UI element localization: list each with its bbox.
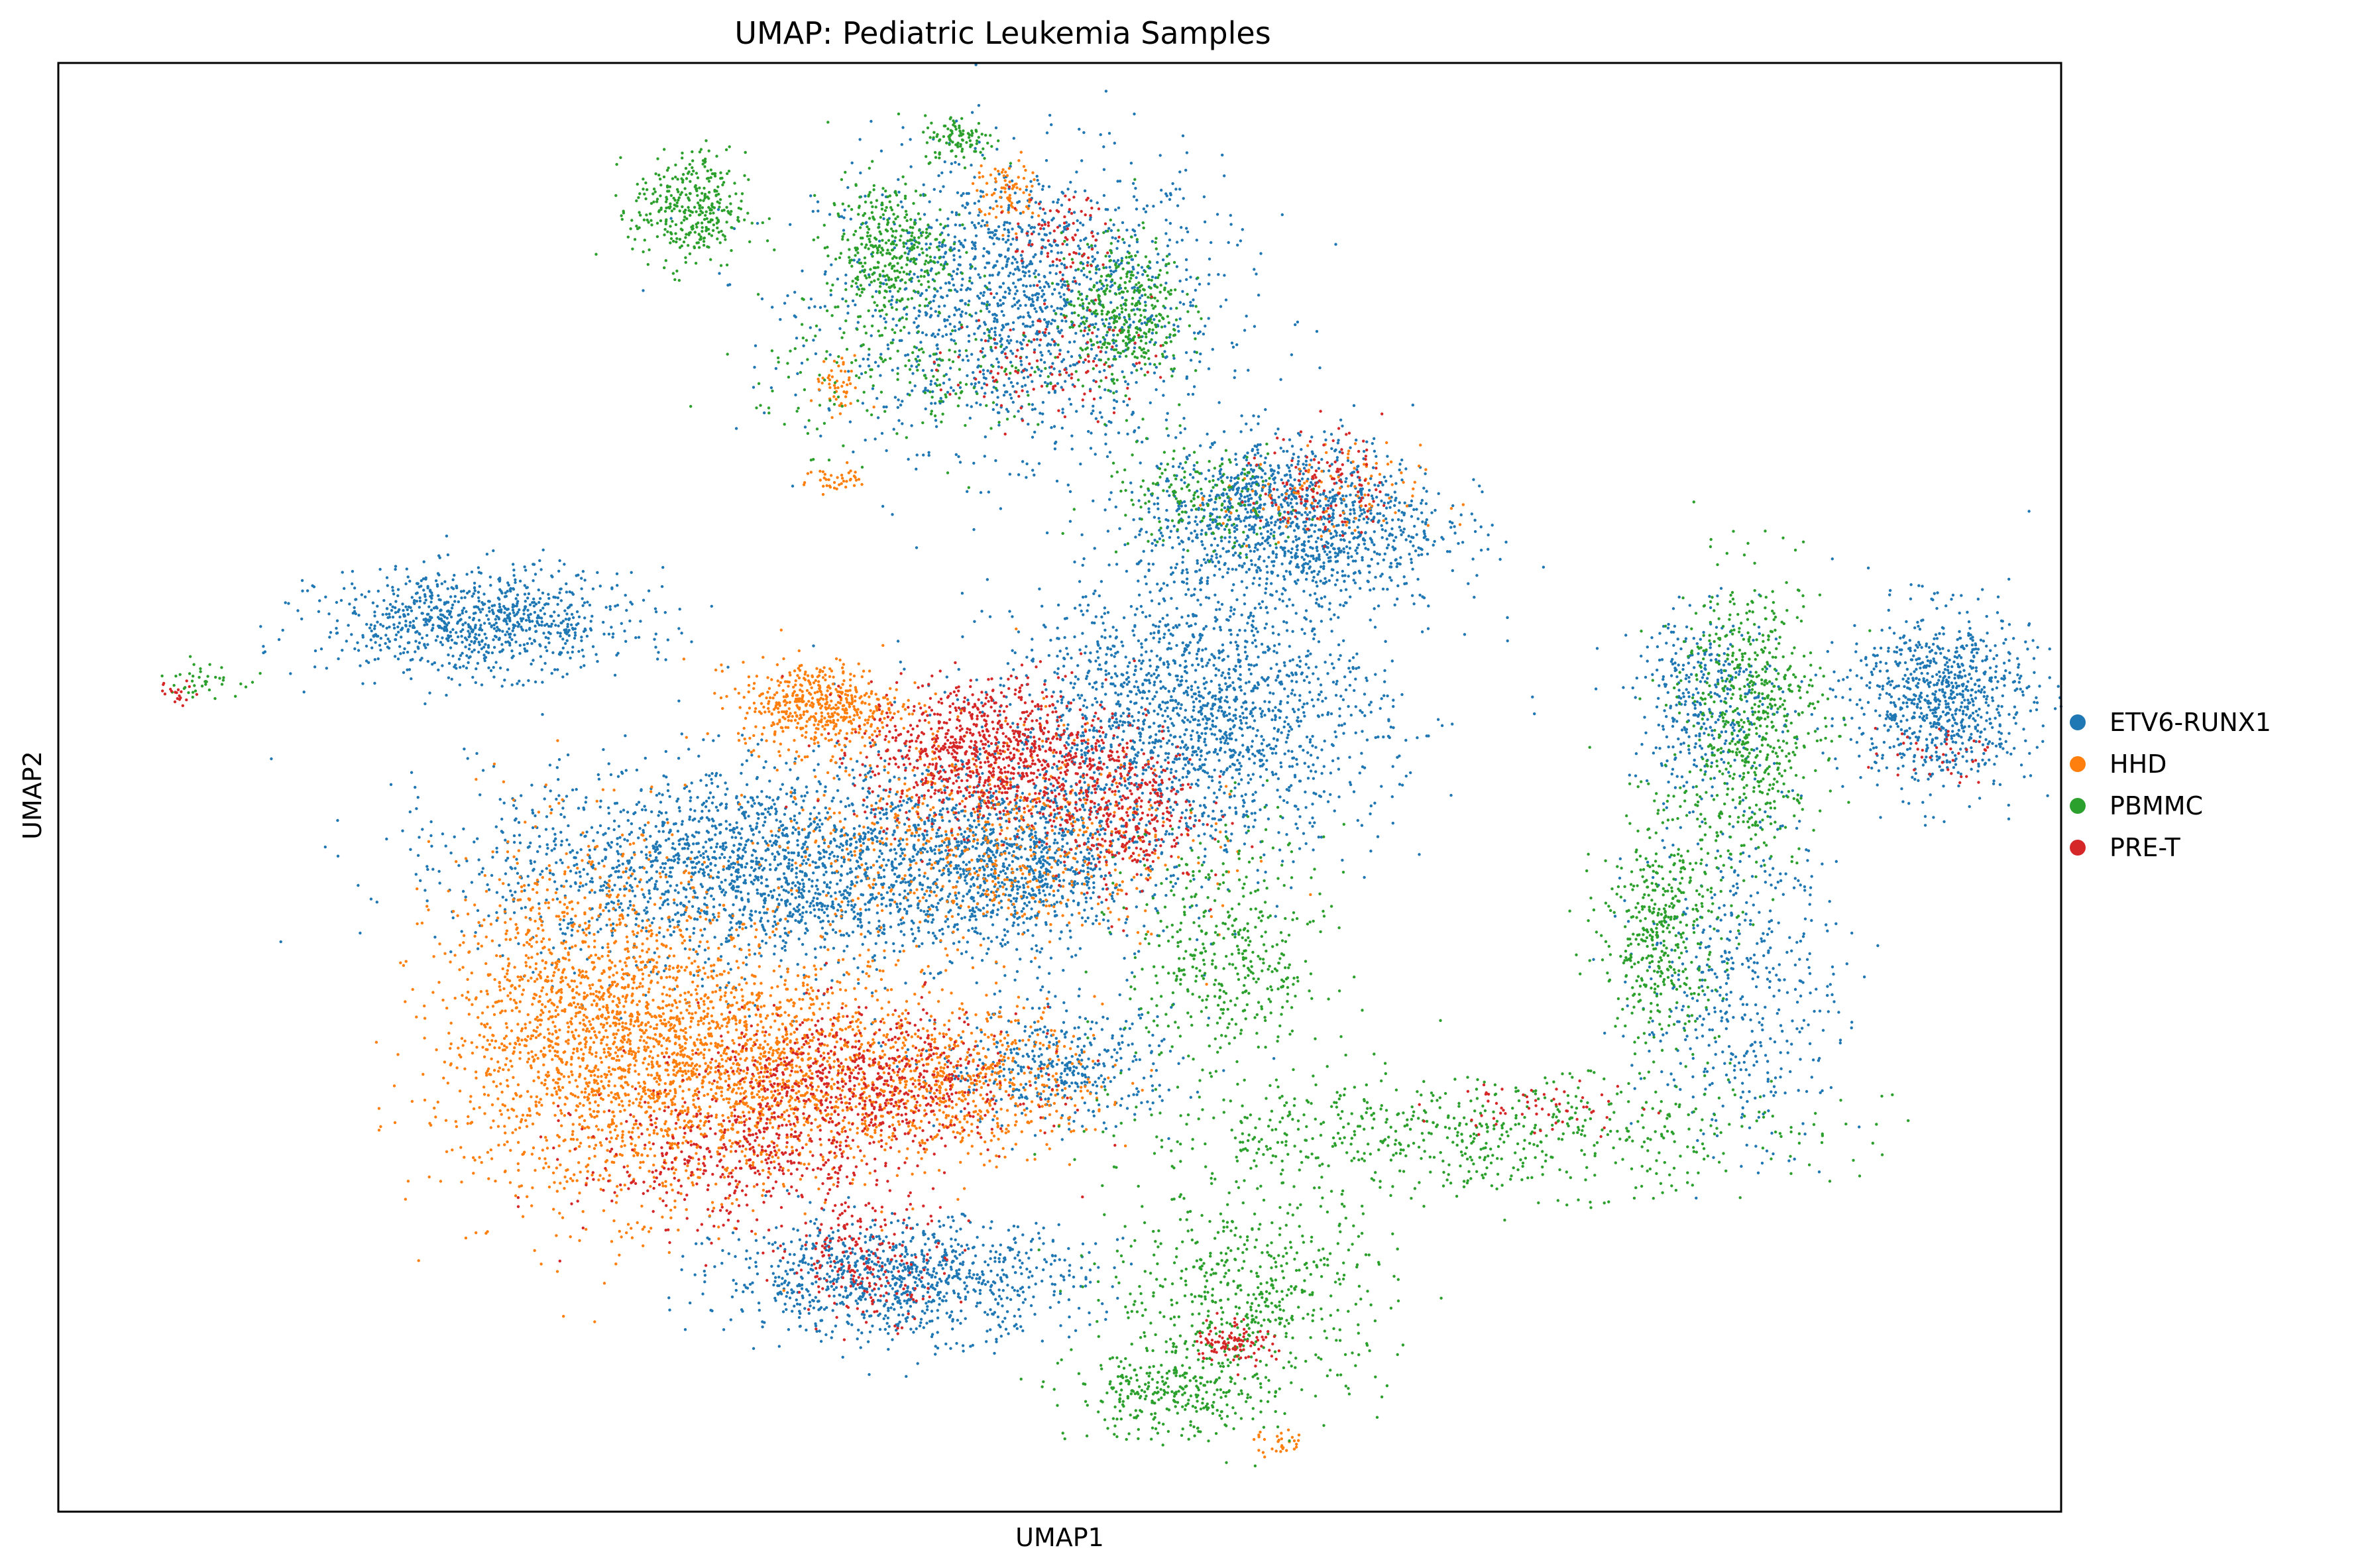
scatter-points <box>160 63 2063 1468</box>
points-path <box>1253 1428 1301 1459</box>
points-path <box>781 652 1170 864</box>
point-cluster <box>642 63 1337 595</box>
legend-marker <box>2070 798 2086 814</box>
legend: ETV6-RUNX1 HHD PBMMC PRE-T <box>2070 708 2271 862</box>
points-path <box>594 139 776 282</box>
legend-label: PRE-T <box>2110 833 2181 862</box>
point-cluster <box>877 971 1276 1151</box>
point-cluster <box>1033 366 1546 661</box>
point-cluster <box>667 1189 1133 1378</box>
point-cluster <box>888 502 1536 942</box>
legend-label: ETV6-RUNX1 <box>2110 708 2271 737</box>
points-path <box>897 112 1013 170</box>
series-pbmmc <box>160 112 1910 1468</box>
points-path <box>1241 410 1386 548</box>
point-cluster <box>1196 1312 1281 1376</box>
legend-label: PBMMC <box>2110 791 2203 820</box>
series-etv6-runx1 <box>259 63 2063 1378</box>
points-path <box>1019 1322 1351 1447</box>
points-path <box>1636 500 1872 932</box>
points-path <box>877 971 1276 1151</box>
x-axis-label: UMAP1 <box>1015 1523 1104 1552</box>
point-cluster <box>1084 779 1442 1160</box>
point-cluster <box>259 534 815 702</box>
point-cluster <box>1037 1149 1443 1468</box>
points-path <box>160 655 262 700</box>
point-cluster <box>1019 1322 1351 1447</box>
points-path <box>642 63 1337 595</box>
point-cluster <box>466 818 1074 1241</box>
point-cluster <box>781 652 1170 864</box>
points-path <box>622 962 1117 1198</box>
point-cluster <box>160 655 262 700</box>
points-path <box>270 647 1277 1026</box>
point-cluster <box>160 679 199 707</box>
point-cluster <box>802 461 864 496</box>
legend-marker <box>2070 714 2086 730</box>
point-cluster <box>270 647 1277 1026</box>
legend-item: ETV6-RUNX1 <box>2070 708 2271 737</box>
point-cluster <box>1636 500 1872 932</box>
point-cluster <box>1034 178 1203 422</box>
points-path <box>667 1189 1133 1378</box>
point-cluster <box>1568 682 1746 1096</box>
points-path <box>1200 467 1288 511</box>
points-path <box>888 502 1536 942</box>
points-path <box>1592 750 1880 1200</box>
series-pre-t <box>160 185 1990 1376</box>
point-cluster <box>682 644 934 772</box>
point-cluster <box>1253 1428 1301 1459</box>
point-cluster <box>374 739 917 1323</box>
legend-marker <box>2070 840 2086 856</box>
point-cluster <box>752 988 1153 1178</box>
point-cluster <box>1033 1045 1910 1222</box>
point-cluster <box>622 962 1117 1198</box>
points-path <box>765 1202 970 1341</box>
points-path <box>1084 779 1442 1160</box>
points-path <box>1196 1312 1281 1376</box>
points-path <box>682 644 934 772</box>
point-cluster <box>1200 467 1288 511</box>
point-cluster <box>897 112 1013 170</box>
points-path <box>374 739 917 1323</box>
legend-item: HHD <box>2070 750 2167 779</box>
points-path <box>809 354 875 420</box>
point-cluster <box>765 1202 970 1341</box>
points-path <box>971 150 1041 237</box>
plot-frame <box>57 62 2062 1513</box>
chart-title: UMAP: Pediatric Leukemia Samples <box>734 15 1270 51</box>
series-hhd <box>374 150 1465 1459</box>
points-path <box>1568 682 1746 1096</box>
legend-marker <box>2070 756 2086 772</box>
legend-item: PBMMC <box>2070 791 2203 820</box>
points-path <box>160 679 199 707</box>
points-path <box>802 461 864 496</box>
points-path <box>1033 1045 1910 1222</box>
points-path <box>752 988 1153 1178</box>
legend-label: HHD <box>2110 750 2167 779</box>
point-cluster <box>1241 410 1386 548</box>
points-path <box>259 534 815 702</box>
y-axis-label: UMAP2 <box>18 751 47 840</box>
points-path <box>1594 587 1838 805</box>
point-cluster <box>1594 587 1838 805</box>
point-cluster <box>809 354 875 420</box>
points-path <box>466 818 1074 1241</box>
points-path <box>1034 178 1203 422</box>
point-cluster <box>1592 750 1880 1200</box>
points-path <box>1795 510 2063 827</box>
point-cluster <box>971 150 1041 237</box>
point-cluster <box>594 139 776 282</box>
points-path <box>1037 1149 1443 1468</box>
points-path <box>1033 366 1546 661</box>
point-cluster <box>1795 510 2063 827</box>
legend-item: PRE-T <box>2070 833 2181 862</box>
